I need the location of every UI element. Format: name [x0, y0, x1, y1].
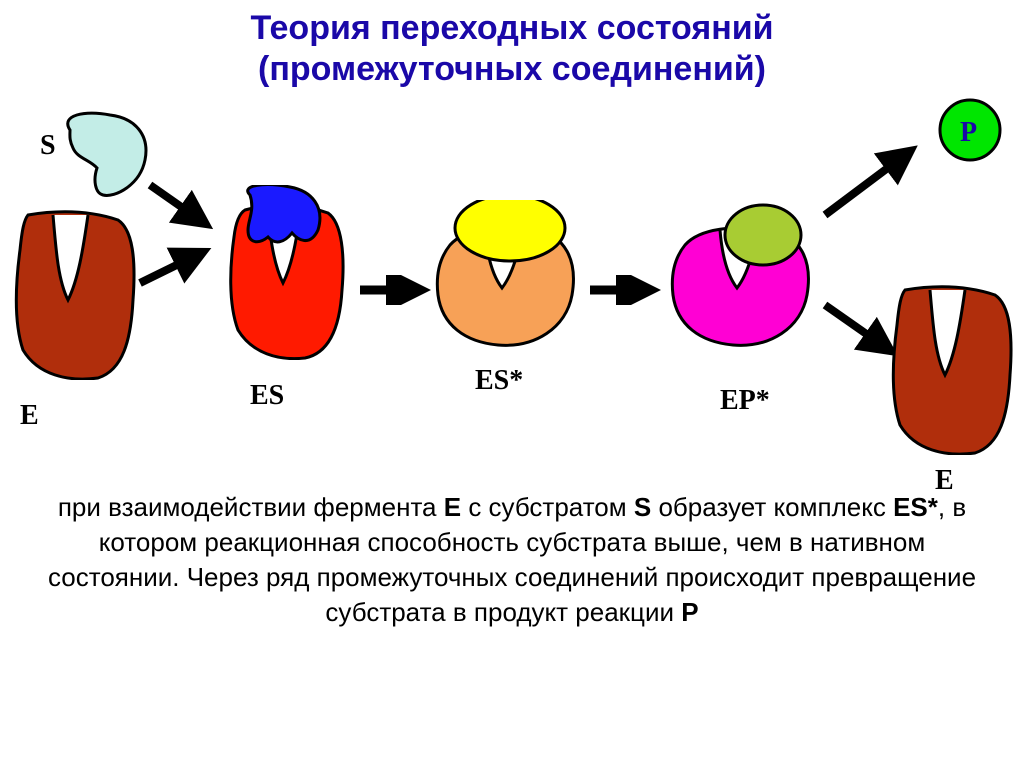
title-block: Теория переходных состояний (промежуточн… [0, 0, 1024, 90]
title-line1: Теория переходных состояний [0, 8, 1024, 49]
arrow-s-to-es [145, 175, 225, 235]
label-p: P [960, 117, 977, 149]
arrow-e-to-es [135, 245, 220, 295]
description-text: при взаимодействии фермента E с субстрат… [0, 490, 1024, 630]
label-epstar: EP* [720, 385, 770, 417]
complex-epstar [665, 200, 815, 350]
label-s: S [40, 130, 56, 162]
reaction-diagram: E S ES ES* EP* [0, 90, 1024, 490]
arrow-esstar-to-epstar [585, 275, 665, 305]
complex-esstar [430, 200, 580, 350]
label-e2: E [935, 465, 954, 497]
arrow-epstar-to-p [820, 145, 930, 225]
title-line2: (промежуточных соединений) [0, 49, 1024, 90]
complex-es [220, 185, 350, 360]
enzyme-e-left [8, 210, 138, 380]
enzyme-e-right [885, 285, 1015, 455]
arrow-es-to-esstar [355, 275, 435, 305]
substrate-s [55, 110, 155, 200]
label-e1: E [20, 400, 39, 432]
label-esstar: ES* [475, 365, 523, 397]
label-es: ES [250, 380, 284, 412]
